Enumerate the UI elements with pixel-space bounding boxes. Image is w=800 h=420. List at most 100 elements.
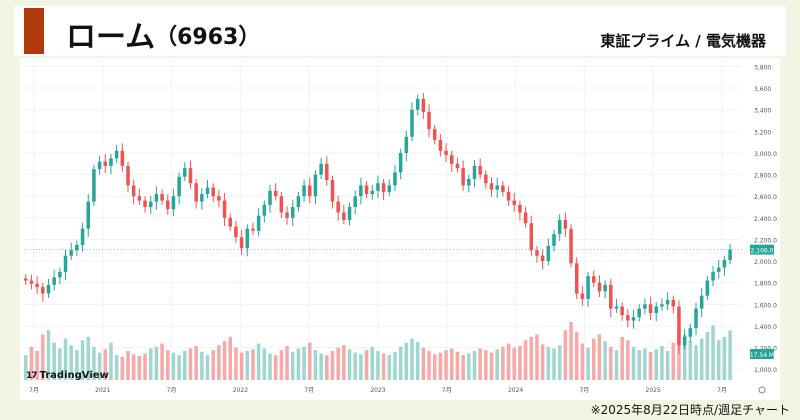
volume-bar [364,350,369,380]
x-tick-label: 7月 [717,387,727,394]
candle-body [126,165,130,186]
candle-body [319,163,323,175]
volume-bar [353,352,357,380]
volume-bar [609,346,613,380]
stock-code: （6963） [155,25,261,50]
volume-bar [97,352,102,380]
volume-bar [336,347,340,380]
volume-label: 17.54 M [750,352,774,359]
candle-body [279,196,284,213]
candle-body [160,194,164,201]
candle-body [114,150,119,159]
candlestick-chart[interactable]: 3,800 3,600 3,400 3,200 3,000.0 2,800.0 2,600.… [20,58,780,400]
y-tick-label: 1,600.0 [754,302,777,309]
volume-bar [194,346,198,380]
volume-bar [342,345,346,380]
candle-body [580,293,585,299]
candle-body [404,136,409,153]
candle-body [97,161,102,170]
candle-body [188,168,193,184]
volume-bar [183,351,187,380]
volume-bar [86,336,91,380]
candle-body [597,282,602,292]
volume-bar [268,353,272,380]
candle-body [603,284,607,292]
candle-body [154,194,159,202]
volume-bar [285,346,289,380]
candle-body [131,185,136,197]
candle-body [592,276,596,283]
volume-bar [427,351,431,380]
candle-body [557,220,562,235]
volume-bar [171,352,176,380]
candle-body [177,176,181,197]
volume-bar [80,340,85,380]
volume-bar [421,347,426,380]
volume-bar [552,348,556,380]
volume-bar [586,347,590,380]
volume-bar [643,348,647,380]
candle-body [415,98,420,110]
candle-body [540,255,545,262]
volume-bar [273,355,278,380]
candle-body [694,308,698,329]
header-panel: ローム（6963） 東証プライム / 電気機器 [14,6,786,56]
candle-body [478,165,482,175]
candle-body [52,277,56,285]
candle-body [325,163,329,180]
candle-body [69,250,73,256]
volume-bar [415,341,420,380]
chart-container[interactable]: 3,800 3,600 3,400 3,200 3,000.0 2,800.0 2,600.… [20,58,780,400]
candle-body [421,98,426,112]
volume-bar [308,342,312,380]
candle-body [268,190,272,205]
candle-body [444,150,448,156]
candle-body [211,187,215,197]
candle-body [222,200,227,218]
candle-body [586,276,590,299]
candle-body [518,204,522,213]
volume-bar [24,355,28,380]
candle-body [381,183,386,192]
volume-bar [126,351,130,380]
volume-bar [631,346,636,380]
volume-bar [654,349,659,380]
settings-gear-icon[interactable] [758,386,766,394]
candle-body [313,174,318,197]
candle-body [620,306,624,316]
volume-bar [205,355,210,380]
volume-bar [347,349,352,380]
candle-body [472,165,477,179]
volume-bar [699,338,704,380]
volume-bar [228,336,233,380]
volume-bar [137,355,142,380]
candle-body [648,304,653,313]
candle-body [342,212,346,220]
candle-body [467,178,471,186]
volume-bar [302,346,306,380]
volume-bar [143,353,147,380]
volume-bar [103,349,108,380]
candle-body [716,267,721,272]
volume-bar [592,338,596,380]
x-tick-label: 2022 [233,387,248,394]
volume-bar [694,345,698,380]
candle-body [552,234,556,246]
volume-bar [393,351,397,380]
volume-bar [52,342,56,380]
volume-bar [461,355,465,380]
candle-body [251,228,255,231]
volume-bar [614,350,619,380]
volume-bar [222,341,227,380]
candle-body [359,185,363,197]
x-tick-label: 2021 [95,387,110,394]
candle-body [109,158,113,166]
candle-body [631,317,636,321]
candle-body [63,255,68,272]
volume-bar [580,343,585,380]
volume-bar [160,343,164,380]
candle-body [626,315,630,321]
candle-body [143,200,147,208]
y-tick-label: 1,400.0 [754,324,777,331]
y-tick-label: 2,600.0 [754,194,777,201]
